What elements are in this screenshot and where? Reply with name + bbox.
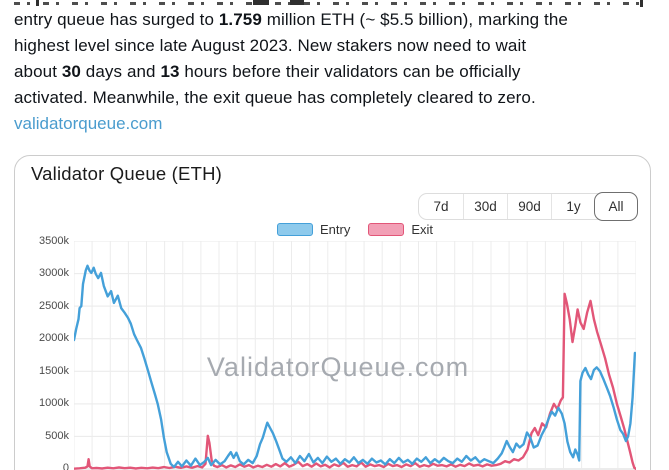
clipped-text-fragment bbox=[640, 0, 643, 7]
clipped-text-fragment bbox=[253, 0, 269, 5]
entry-line bbox=[74, 264, 636, 469]
y-tick-label: 3500k bbox=[39, 234, 69, 247]
validator-queue-card: Validator Queue (ETH) 7d 30d 90d 1y All Entr… bbox=[14, 155, 651, 470]
tweet-text-line: highest level since late August 2023. Ne… bbox=[14, 36, 527, 55]
range-button-all[interactable]: All bbox=[594, 192, 638, 221]
time-range-selector: 7d 30d 90d 1y All bbox=[418, 192, 638, 221]
y-tick-label: 1000k bbox=[39, 397, 69, 410]
range-button-30d[interactable]: 30d bbox=[463, 194, 507, 219]
tweet-text-line: activated. Meanwhile, the exit queue has… bbox=[14, 88, 536, 107]
tweet-text-line: about 30 days and 13 hours before their … bbox=[14, 62, 521, 81]
range-button-7d[interactable]: 7d bbox=[419, 194, 463, 219]
chart-title: Validator Queue (ETH) bbox=[31, 163, 222, 184]
legend-item-entry[interactable]: Entry bbox=[276, 222, 351, 237]
clipped-text-fragment bbox=[36, 0, 39, 6]
legend-label: Exit bbox=[411, 222, 433, 237]
chart-canvas bbox=[74, 241, 636, 470]
tweet-text-line: entry queue has surged to 1.759 million … bbox=[14, 10, 568, 29]
tweet-text: entry queue has surged to 1.759 million … bbox=[14, 7, 664, 111]
chart-legend: Entry Exit bbox=[74, 222, 636, 237]
legend-label: Entry bbox=[319, 222, 351, 237]
y-tick-label: 1500k bbox=[39, 364, 69, 377]
legend-swatch-entry bbox=[276, 223, 313, 236]
legend-swatch-exit bbox=[368, 223, 405, 236]
y-tick-label: 2500k bbox=[39, 299, 69, 312]
validatorqueue-link[interactable]: validatorqueue.com bbox=[14, 114, 163, 133]
range-button-1y[interactable]: 1y bbox=[551, 194, 595, 219]
range-button-90d[interactable]: 90d bbox=[507, 194, 551, 219]
clipped-text-fragment bbox=[14, 2, 644, 5]
clipped-text-fragment bbox=[290, 0, 304, 5]
queue-chart[interactable]: ValidatorQueue.com bbox=[74, 241, 636, 470]
y-tick-label: 3000k bbox=[39, 267, 69, 280]
legend-item-exit[interactable]: Exit bbox=[368, 222, 433, 237]
y-tick-label: 2000k bbox=[39, 332, 69, 345]
y-tick-label: 500k bbox=[45, 429, 69, 442]
exit-line bbox=[74, 292, 636, 470]
y-tick-label: 0 bbox=[62, 462, 69, 470]
